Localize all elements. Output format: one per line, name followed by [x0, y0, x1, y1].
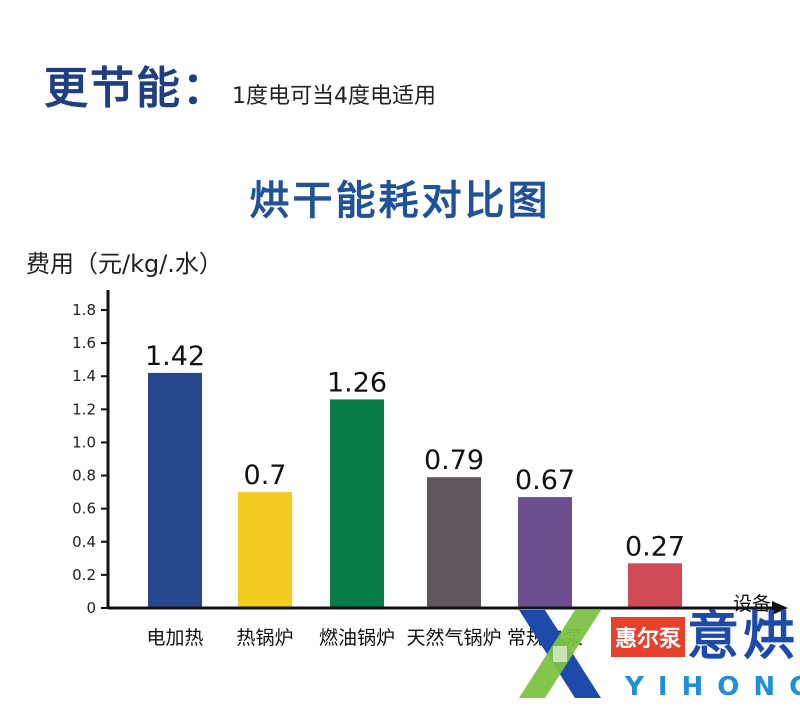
logo-badge: 惠尔泵 [611, 617, 686, 657]
bar-value-label: 0.67 [515, 465, 575, 496]
bar [518, 497, 572, 607]
bar [148, 372, 202, 607]
bar-value-label: 1.26 [327, 367, 387, 398]
bar-value-label: 0.27 [625, 531, 685, 562]
bar-value-label: 0.79 [424, 445, 484, 476]
logo-mark-icon [519, 610, 601, 698]
bar-value-label: 0.7 [244, 460, 287, 491]
x-axis-arrow-icon [772, 601, 788, 615]
headline: 更节能： 1度电可当4度电适用 [44, 52, 436, 116]
y-tick-label: 1.6 [72, 334, 96, 352]
category-label: 燃油锅炉 [319, 627, 395, 649]
category-label: 天然气锅炉 [406, 627, 501, 649]
category-label: 热锅炉 [236, 627, 293, 649]
headline-title: 更节能： [44, 63, 228, 114]
y-tick-label: 0.8 [72, 467, 96, 485]
bar-value-label: 1.42 [145, 341, 205, 372]
logo-name: 意烘 [687, 607, 800, 667]
brand-logo: 惠尔泵 意烘 YIHONG [515, 606, 800, 706]
x-axis-label: 设备 [733, 593, 771, 615]
headline-subtitle: 1度电可当4度电适用 [232, 84, 436, 109]
bar [238, 492, 292, 607]
y-tick-label: 0.6 [72, 500, 96, 518]
bar [628, 563, 682, 607]
y-tick-label: 1.2 [72, 400, 96, 418]
y-tick-label: 1.0 [72, 433, 96, 451]
bar [427, 477, 481, 607]
y-axis-label: 费用（元/kg/.水） [26, 250, 223, 278]
y-tick-label: 1.8 [72, 301, 96, 319]
y-tick-label: 0 [86, 599, 96, 617]
y-tick-label: 0.2 [72, 566, 96, 584]
logo-english: YIHONG [625, 672, 800, 702]
y-tick-label: 0.4 [72, 533, 96, 551]
y-tick-label: 1.4 [72, 367, 96, 385]
category-label: 电加热 [146, 627, 203, 649]
bar [330, 399, 384, 607]
chart-title: 烘干能耗对比图 [249, 178, 551, 224]
